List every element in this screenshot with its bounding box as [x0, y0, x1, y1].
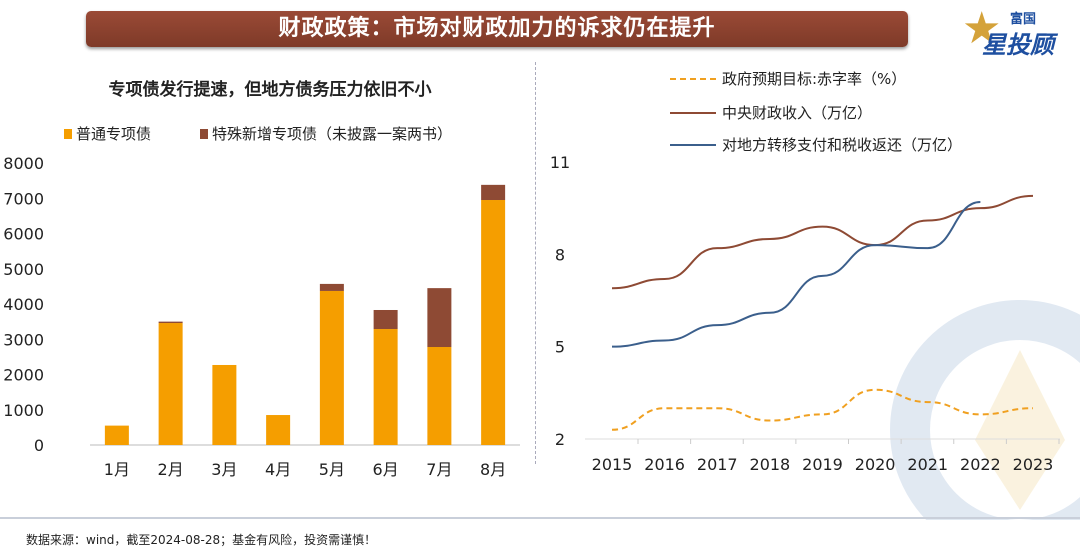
x-tick-label: 2023 [1013, 455, 1054, 474]
x-tick-label: 8月 [480, 460, 506, 479]
footer-source: 数据来源：wind，截至2024-08-28；基金有风险，投资需谨慎！ [26, 533, 377, 547]
y-tick-label: 5 [555, 338, 565, 357]
logo-text-top: 富国 [1010, 12, 1037, 27]
line-central-revenue [611, 194, 1034, 290]
legend-item-transfer: 对地方转移支付和税收返还（万亿） [670, 134, 962, 155]
legend-label: 中央财政收入（万亿） [722, 104, 873, 122]
y-tick-label: 6000 [3, 225, 44, 244]
bar-special [373, 309, 398, 330]
y-tick-label: 2 [555, 430, 565, 449]
legend-line [670, 77, 716, 80]
x-tick-label: 2018 [750, 455, 791, 474]
bar-regular [427, 347, 452, 445]
logo: ★ 富国 星投顾 [962, 3, 1072, 60]
x-tick-label: 7月 [426, 460, 452, 479]
line-deficit-rate [611, 388, 1034, 431]
y-tick-label: 8 [555, 245, 565, 264]
bar-regular [158, 323, 183, 445]
x-tick-label: 4月 [265, 460, 291, 479]
y-tick-label: 3000 [3, 330, 44, 349]
line-transfer-payments [611, 201, 981, 348]
legend-label: 特殊新增专项债（未披露一案两书） [212, 125, 453, 143]
bar-regular [319, 290, 344, 445]
bar-regular [212, 364, 237, 445]
footer-divider [0, 517, 1080, 519]
y-tick-label: 4000 [3, 295, 44, 314]
bar-regular [104, 425, 129, 445]
y-tick-label: 11 [550, 153, 570, 172]
legend-label: 对地方转移支付和税收返还（万亿） [722, 136, 963, 154]
watermark-logo [890, 300, 1080, 520]
y-tick-label: 7000 [3, 189, 44, 208]
x-tick-label: 2019 [802, 455, 843, 474]
legend-swatch [200, 128, 208, 139]
bar-special [158, 321, 183, 324]
x-tick-label: 2月 [158, 460, 184, 479]
legend-item-deficit: 政府预期目标:赤字率（%） [670, 68, 906, 89]
x-tick-label: 3月 [211, 460, 237, 479]
x-tick-label: 2020 [855, 455, 896, 474]
legend-swatch [64, 128, 72, 139]
bar-regular [481, 200, 506, 445]
legend-item-central-revenue: 中央财政收入（万亿） [670, 102, 872, 123]
bar-regular [373, 329, 398, 445]
x-tick-label: 2021 [907, 455, 948, 474]
bar-special [427, 288, 452, 348]
y-tick-label: 8000 [3, 154, 44, 173]
y-tick-label: 5000 [3, 260, 44, 279]
panel-divider [535, 62, 536, 464]
y-tick-label: 1000 [3, 401, 44, 420]
x-tick-label: 2016 [644, 455, 685, 474]
x-tick-label: 2015 [592, 455, 633, 474]
legend-label: 普通专项债 [76, 125, 152, 143]
legend-item-special: 特殊新增专项债（未披露一案两书） [200, 123, 452, 144]
x-tick-label: 6月 [373, 460, 399, 479]
legend-line [670, 143, 716, 146]
title-banner: 财政政策：市场对财政加力的诉求仍在提升 [86, 11, 908, 47]
legend-label: 政府预期目标:赤字率（%） [722, 70, 907, 88]
y-tick-label: 2000 [3, 366, 44, 385]
y-tick-label: 0 [34, 436, 44, 455]
x-tick-label: 2022 [960, 455, 1001, 474]
logo-text-main: 星投顾 [982, 31, 1054, 59]
legend-line [670, 111, 716, 114]
legend-item-regular: 普通专项债 [64, 123, 151, 144]
bar-regular [266, 415, 291, 445]
bar-special [319, 283, 344, 291]
bar-special [481, 184, 506, 201]
x-tick-label: 5月 [319, 460, 345, 479]
bar-chart-title: 专项债发行提速，但地方债务压力依旧不小 [108, 80, 432, 100]
x-tick-label: 2017 [697, 455, 738, 474]
x-tick-label: 1月 [104, 460, 130, 479]
star-icon: ★ [962, 3, 1002, 54]
